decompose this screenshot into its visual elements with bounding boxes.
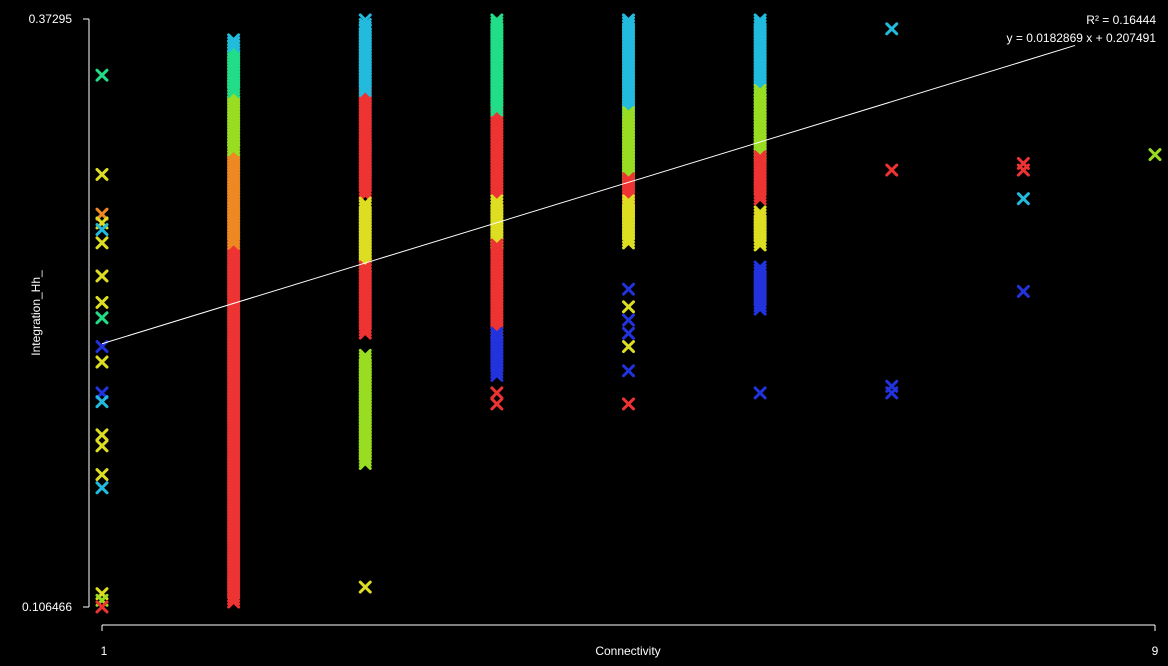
point-band (227, 39, 241, 98)
data-point (95, 600, 109, 614)
data-point (622, 326, 635, 340)
data-point (1148, 148, 1162, 162)
data-point (1016, 192, 1030, 206)
point-band (227, 86, 241, 157)
data-point (95, 295, 109, 309)
data-point (227, 84, 241, 98)
data-point (358, 456, 372, 470)
point-band (622, 106, 635, 186)
data-point (622, 397, 635, 411)
data-point (622, 300, 635, 314)
data-point (227, 39, 241, 53)
data-point (622, 340, 635, 354)
data-point (95, 167, 109, 181)
data-point (227, 236, 241, 250)
data-point (622, 364, 635, 378)
y-tick-label-min: 0.106466 (22, 600, 72, 614)
data-point (753, 235, 767, 249)
data-point (358, 13, 372, 27)
point-band (753, 260, 767, 316)
point-band (622, 13, 635, 117)
data-point (95, 236, 109, 250)
data-point (753, 302, 767, 316)
data-point (95, 223, 109, 237)
data-point (358, 185, 372, 199)
data-point (227, 592, 241, 606)
data-point (753, 386, 767, 400)
x-tick-label-min: 1 (101, 644, 108, 658)
data-point (753, 238, 767, 252)
x-tick-label-max: 9 (1152, 644, 1159, 658)
data-point (753, 192, 767, 206)
data-point (622, 282, 635, 296)
point-band (227, 33, 241, 53)
data-point (95, 269, 109, 283)
point-band (358, 348, 372, 470)
data-point (622, 313, 635, 327)
data-point (358, 326, 372, 340)
data-point (95, 311, 109, 325)
y-axis-title: Integration_Hh_ (29, 270, 43, 356)
data-point (358, 580, 372, 594)
data-point (358, 80, 372, 94)
data-point (95, 428, 109, 442)
y-tick-label-max: 0.37295 (29, 12, 73, 26)
data-point (95, 481, 109, 495)
data-point (490, 100, 504, 114)
data-point (227, 140, 241, 154)
x-axis-title: Connectivity (595, 644, 660, 658)
data-point (622, 233, 635, 247)
data-point (622, 236, 635, 250)
data-point (490, 386, 504, 400)
r-squared-label: R² = 0.16444 (1086, 13, 1156, 27)
point-band (490, 326, 504, 382)
data-point (358, 453, 372, 467)
point-band (490, 238, 504, 339)
data-point (95, 207, 109, 221)
point-band (490, 106, 504, 207)
data-point (95, 395, 109, 409)
point-band (753, 150, 767, 206)
data-point (885, 386, 899, 400)
data-point (227, 143, 241, 157)
data-point (95, 386, 109, 400)
point-band (358, 260, 372, 340)
point-band (490, 13, 504, 117)
point-band (753, 84, 767, 164)
data-point (95, 468, 109, 482)
point-band (358, 17, 372, 97)
point-band (753, 13, 767, 96)
point-band (753, 205, 767, 252)
data-point (95, 355, 109, 369)
data-point (95, 439, 109, 453)
point-band (358, 196, 372, 273)
data-point (358, 83, 372, 97)
data-point (227, 36, 241, 50)
data-point (753, 299, 767, 313)
data-point (1016, 163, 1030, 177)
point-band (227, 143, 241, 250)
data-point (490, 365, 504, 379)
point-columns (227, 13, 767, 609)
data-point (227, 81, 241, 95)
data-point (490, 368, 504, 382)
data-point (227, 595, 241, 609)
data-point (885, 163, 899, 177)
regression-equation-label: y = 0.0182869 x + 0.207491 (1007, 31, 1157, 45)
data-point (358, 323, 372, 337)
data-point (753, 189, 767, 203)
regression-line (101, 44, 1076, 345)
data-point (490, 397, 504, 411)
point-band (227, 238, 241, 609)
point-band (358, 86, 372, 202)
data-point (95, 68, 109, 82)
data-point (885, 22, 899, 36)
point-band (622, 194, 635, 250)
data-point (490, 103, 504, 117)
data-point (1016, 284, 1030, 298)
data-point (227, 233, 241, 247)
